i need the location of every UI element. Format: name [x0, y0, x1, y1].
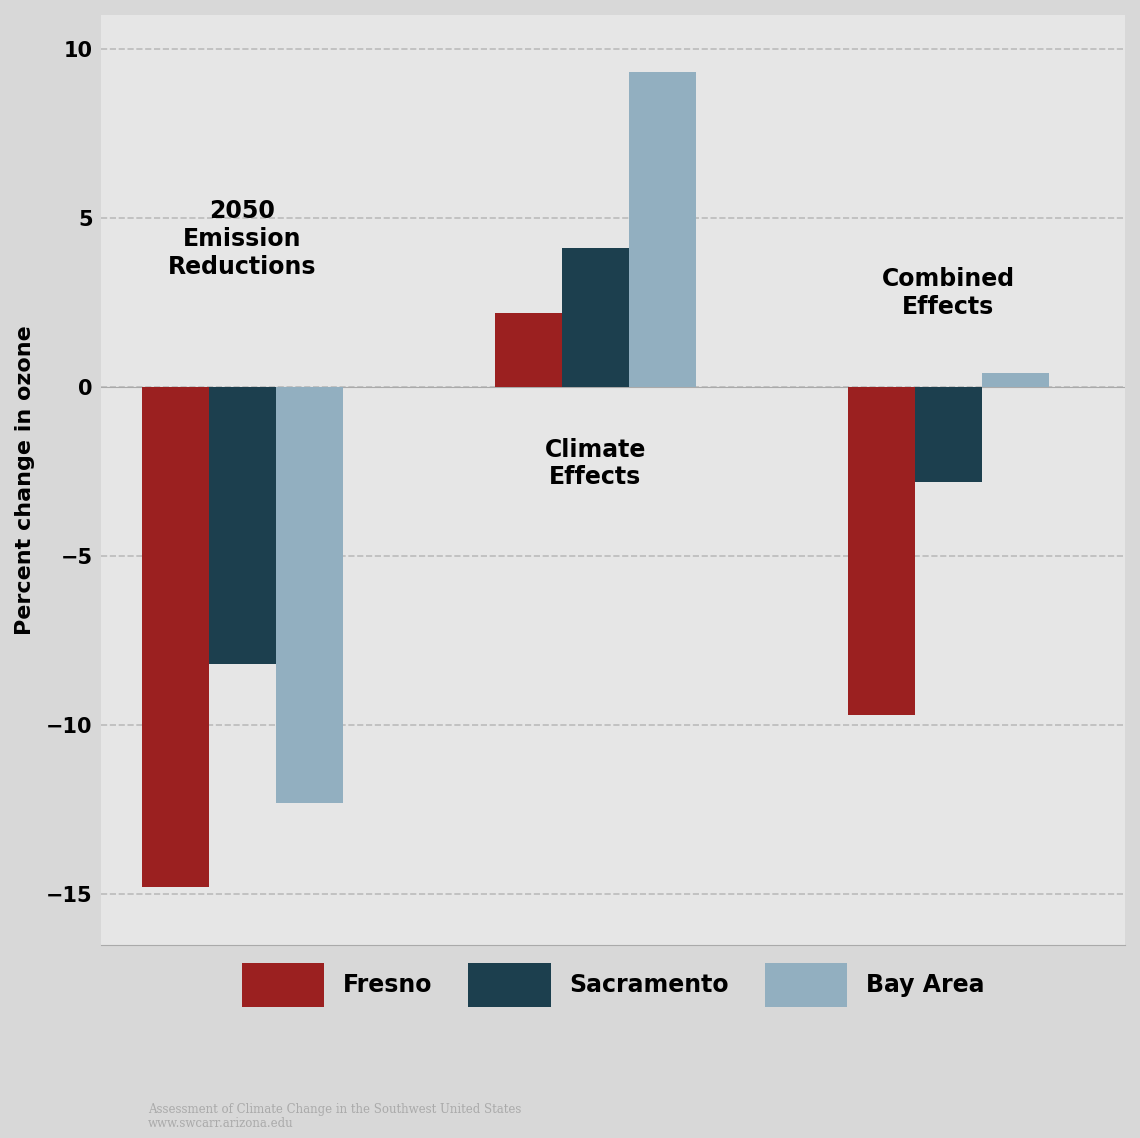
Text: Climate
Effects: Climate Effects	[545, 438, 646, 489]
Text: Assessment of Climate Change in the Southwest United States: Assessment of Climate Change in the Sout…	[148, 1103, 522, 1116]
Text: Combined
Effects: Combined Effects	[882, 267, 1015, 320]
Bar	[276, 387, 343, 802]
Bar	[848, 387, 915, 715]
Y-axis label: Percent change in ozone: Percent change in ozone	[15, 325, 35, 635]
Bar	[495, 313, 562, 387]
Bar	[629, 73, 697, 387]
Text: 2050
Emission
Reductions: 2050 Emission Reductions	[168, 199, 317, 279]
Bar	[141, 387, 209, 888]
Legend: Fresno, Sacramento, Bay Area: Fresno, Sacramento, Bay Area	[222, 945, 1003, 1026]
Bar	[562, 248, 629, 387]
Bar	[209, 387, 276, 665]
Bar	[915, 387, 982, 481]
Text: www.swcarr.arizona.edu: www.swcarr.arizona.edu	[148, 1116, 294, 1130]
Bar	[982, 373, 1049, 387]
